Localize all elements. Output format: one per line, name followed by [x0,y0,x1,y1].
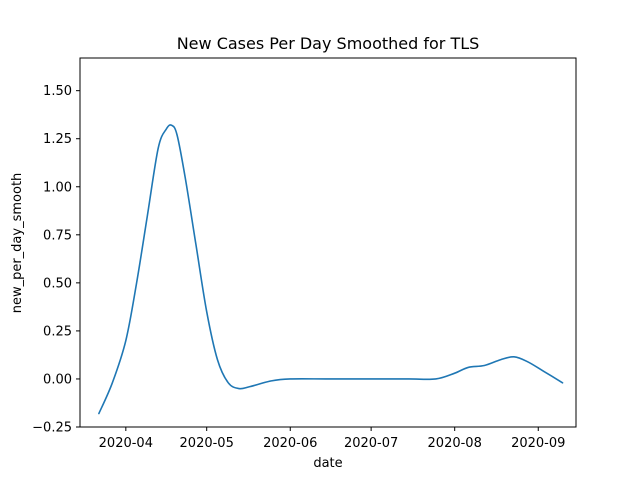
x-tick-label: 2020-08 [428,436,482,451]
x-tick-label: 2020-05 [180,436,234,451]
x-tick-label: 2020-09 [511,436,565,451]
y-tick-label: 1.00 [43,180,72,195]
y-tick-label: 0.75 [43,228,72,243]
x-tick-label: 2020-06 [263,436,317,451]
y-tick-label: 0.25 [43,324,72,339]
plot-frame [79,57,577,428]
y-tick-label: 0.50 [43,276,72,291]
y-tick-label: 0.00 [43,372,72,387]
y-axis-label: new_per_day_smooth [10,173,25,314]
chart-title: New Cases Per Day Smoothed for TLS [177,34,480,53]
y-tick-label: −0.25 [32,421,72,436]
x-tick-label: 2020-04 [99,436,153,451]
y-tick-label: 1.50 [43,84,72,99]
x-axis-label: date [313,456,342,471]
y-tick-label: 1.25 [43,132,72,147]
series-line-0 [98,124,564,415]
x-tick-label: 2020-07 [344,436,398,451]
